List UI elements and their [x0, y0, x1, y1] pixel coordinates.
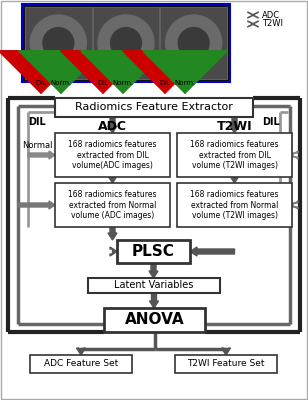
Polygon shape	[230, 117, 239, 133]
Polygon shape	[221, 348, 230, 355]
Polygon shape	[28, 151, 55, 159]
Text: Radiomics Feature Extractor: Radiomics Feature Extractor	[75, 102, 233, 112]
Text: Norm.: Norm.	[51, 80, 72, 86]
Circle shape	[166, 15, 222, 71]
Bar	[25, 7, 92, 79]
Text: T2WI: T2WI	[262, 20, 283, 28]
Text: Norm.: Norm.	[112, 80, 134, 86]
Text: 168 radiomics features
extracted from DIL
volume (T2WI images): 168 radiomics features extracted from DI…	[190, 140, 279, 170]
Bar	[93, 7, 159, 79]
Text: Norm.: Norm.	[174, 80, 196, 86]
Bar	[117, 240, 190, 263]
Text: DIL: DIL	[262, 117, 280, 127]
Polygon shape	[280, 151, 298, 159]
Text: ADC: ADC	[262, 10, 280, 20]
Bar	[55, 133, 170, 177]
Polygon shape	[18, 201, 55, 209]
Polygon shape	[108, 176, 117, 183]
Bar	[30, 355, 132, 373]
Bar	[88, 278, 220, 293]
Text: DIL: DIL	[28, 117, 46, 127]
Circle shape	[30, 15, 86, 71]
Text: Normal: Normal	[22, 142, 52, 150]
Polygon shape	[190, 247, 234, 256]
Text: T2WI: T2WI	[217, 120, 252, 132]
Bar	[175, 355, 277, 373]
Polygon shape	[108, 227, 117, 240]
Circle shape	[43, 28, 74, 58]
Text: T2WI Feature Set: T2WI Feature Set	[187, 360, 265, 368]
Bar	[177, 133, 292, 177]
Circle shape	[178, 28, 209, 58]
Bar	[55, 98, 253, 117]
Text: 168 radiomics features
extracted from DIL
volume(ADC images): 168 radiomics features extracted from DI…	[68, 140, 157, 170]
Polygon shape	[76, 348, 86, 355]
Bar	[177, 183, 292, 227]
Text: ADC: ADC	[98, 120, 127, 132]
Text: ADC Feature Set: ADC Feature Set	[44, 360, 118, 368]
Text: Normal: Normal	[256, 142, 286, 150]
Text: 168 radiomics features
extracted from Normal
volume (ADC images): 168 radiomics features extracted from No…	[68, 190, 157, 220]
Circle shape	[98, 15, 154, 71]
Bar	[22, 4, 230, 82]
Polygon shape	[290, 201, 298, 209]
Polygon shape	[149, 263, 158, 278]
Text: PLSC: PLSC	[132, 244, 175, 259]
Text: DIL: DIL	[160, 80, 171, 86]
Text: DIL: DIL	[35, 80, 47, 86]
Polygon shape	[108, 117, 117, 133]
Text: 168 radiomics features
extracted from Normal
volume (T2WI images): 168 radiomics features extracted from No…	[190, 190, 279, 220]
Bar	[55, 183, 170, 227]
Polygon shape	[230, 176, 239, 183]
Polygon shape	[149, 293, 159, 308]
Circle shape	[111, 28, 141, 58]
Text: ANOVA: ANOVA	[125, 312, 184, 328]
Bar	[104, 308, 205, 332]
Text: Latent Variables: Latent Variables	[114, 280, 194, 290]
Polygon shape	[110, 247, 117, 256]
Text: DIL: DIL	[97, 80, 108, 86]
Bar	[160, 7, 227, 79]
